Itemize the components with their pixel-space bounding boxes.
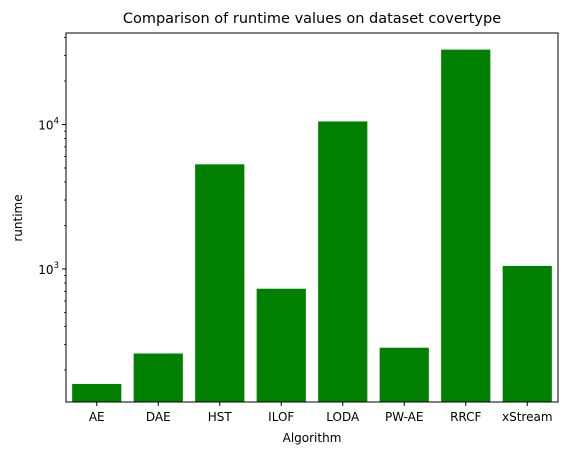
x-tick-label: ILOF [268, 410, 294, 424]
plot-frame [65, 32, 559, 403]
x-tick-label: HST [208, 410, 233, 424]
x-tick-label: xStream [502, 410, 553, 424]
y-ticks-group: 103 104 [38, 37, 66, 371]
x-tick-label: DAE [146, 410, 171, 424]
bar-dae [133, 353, 183, 402]
y-axis-label: runtime [11, 194, 25, 241]
bar-xstream [502, 265, 552, 402]
x-axis-label: Algorithm [283, 431, 342, 445]
bar-loda [318, 121, 368, 402]
bars-group [72, 49, 552, 403]
y-tick-label: 103 [38, 261, 59, 277]
x-tick-label: AE [89, 410, 105, 424]
x-tick-label: PW-AE [385, 410, 423, 424]
x-ticks-group: AE DAE HST ILOF LODA PW-AE RRCF xStream [89, 402, 553, 424]
bar-ilof [256, 288, 306, 402]
bar-rrcf [441, 49, 491, 403]
x-tick-label: RRCF [450, 410, 481, 424]
bar-pw-ae [379, 347, 429, 402]
x-tick-label: LODA [326, 410, 360, 424]
bar-ae [72, 383, 122, 402]
chart-title: Comparison of runtime values on dataset … [123, 11, 501, 27]
bar-hst [195, 164, 245, 402]
y-tick-label: 104 [38, 117, 59, 133]
